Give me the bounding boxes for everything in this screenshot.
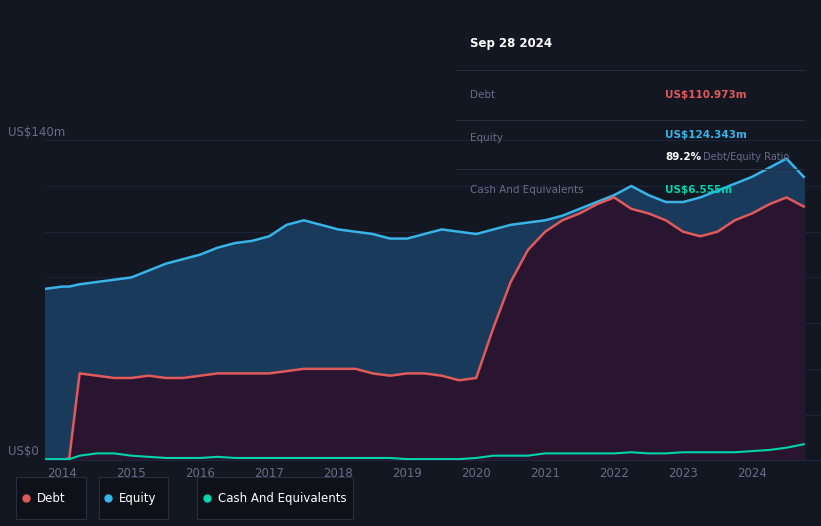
- Text: US$110.973m: US$110.973m: [665, 90, 746, 100]
- Text: Sep 28 2024: Sep 28 2024: [470, 37, 552, 50]
- Text: US$124.343m: US$124.343m: [665, 129, 747, 140]
- FancyBboxPatch shape: [99, 478, 168, 519]
- Text: Debt: Debt: [470, 90, 495, 100]
- Text: Cash And Equivalents: Cash And Equivalents: [470, 185, 583, 195]
- FancyBboxPatch shape: [16, 478, 86, 519]
- Text: Equity: Equity: [119, 492, 157, 505]
- Text: Cash And Equivalents: Cash And Equivalents: [218, 492, 346, 505]
- Text: Equity: Equity: [470, 134, 502, 144]
- Text: Debt: Debt: [37, 492, 66, 505]
- Text: Debt/Equity Ratio: Debt/Equity Ratio: [699, 153, 789, 163]
- Text: US$6.555m: US$6.555m: [665, 185, 732, 195]
- Text: 89.2%: 89.2%: [665, 153, 701, 163]
- Text: US$0: US$0: [8, 444, 39, 458]
- FancyBboxPatch shape: [197, 478, 353, 519]
- Text: US$140m: US$140m: [8, 126, 66, 139]
